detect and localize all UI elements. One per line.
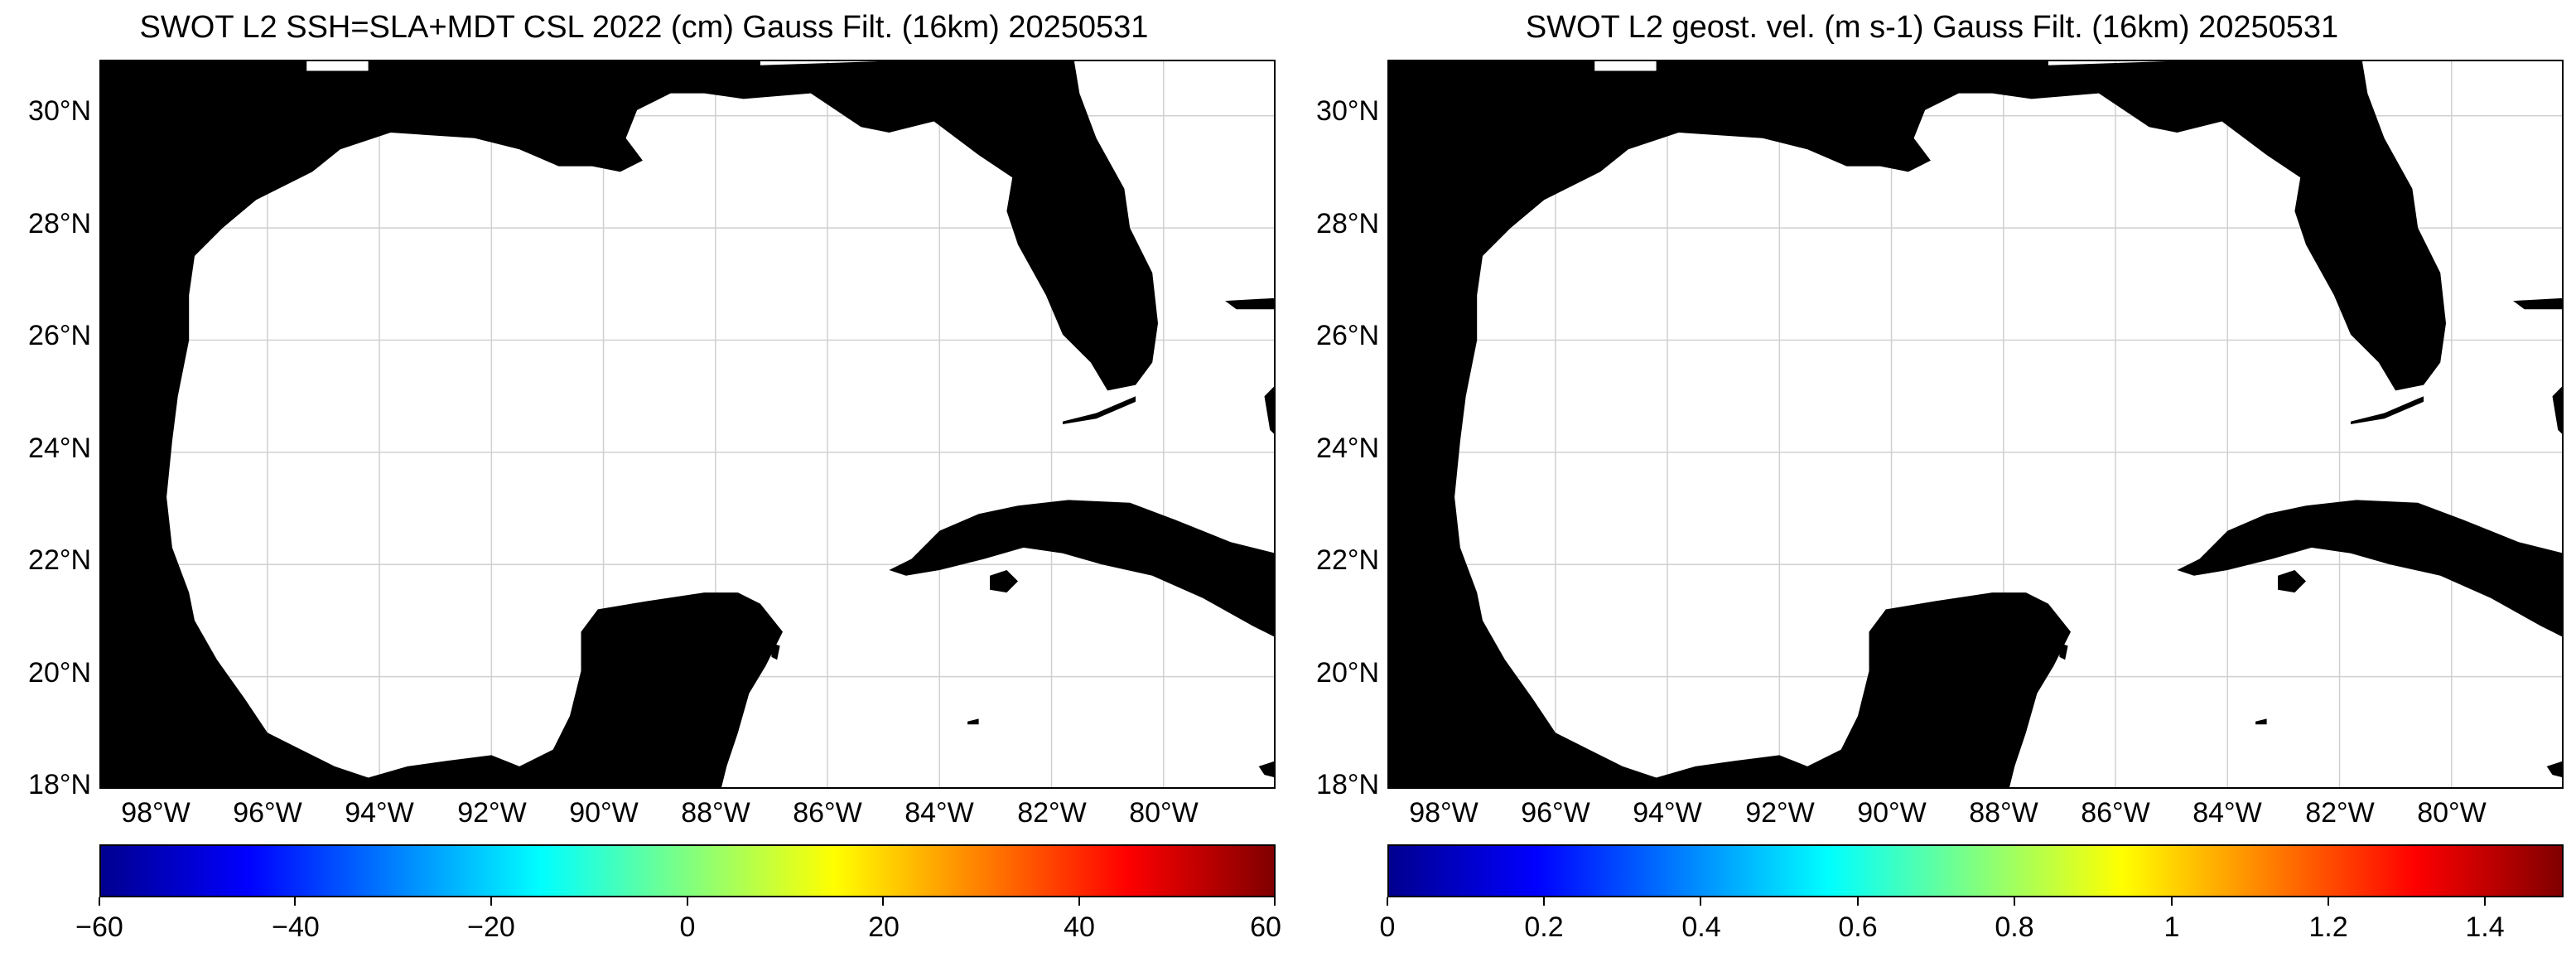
colorbar-tick-label: 0.2 — [1524, 911, 1564, 943]
colorbar-tick-label: −40 — [272, 911, 320, 943]
lat-label: 22°N — [1316, 544, 1379, 576]
cuba-land — [2177, 500, 2564, 638]
land-mask — [1387, 60, 2564, 789]
colorbar-tick-mark — [1078, 897, 1080, 906]
cuba-land — [889, 500, 1276, 638]
lon-label: 88°W — [681, 797, 750, 829]
colorbar-tick-mark — [99, 897, 100, 906]
lat-label: 24°N — [1316, 433, 1379, 464]
lon-label: 82°W — [2305, 797, 2375, 829]
lon-label: 80°W — [1129, 797, 1199, 829]
colorbar-tick-mark — [1543, 897, 1545, 906]
lat-label: 30°N — [28, 95, 91, 127]
colorbar-tick-mark — [882, 897, 884, 906]
lat-label: 28°N — [1316, 208, 1379, 239]
lat-label: 26°N — [1316, 320, 1379, 351]
bahamas-andros-land — [2552, 384, 2564, 436]
mainland-us-mexico-land — [1387, 60, 2446, 789]
lon-label: 94°W — [345, 797, 414, 829]
colorbar-tick-label: 1 — [2164, 911, 2180, 943]
lat-label: 26°N — [28, 320, 91, 351]
velocity-map — [1387, 60, 2564, 789]
florida-keys-land — [1063, 396, 1136, 424]
colorbar-tick-mark — [2328, 897, 2329, 906]
velocity-colorbar — [1387, 844, 2564, 897]
lon-label: 90°W — [1857, 797, 1927, 829]
florida-keys-land — [2351, 396, 2424, 424]
colorbar-tick-mark — [687, 897, 688, 906]
colorbar-tick-label: −20 — [467, 911, 515, 943]
colorbar-tick-label: 0.8 — [1995, 911, 2034, 943]
lat-label: 22°N — [28, 544, 91, 576]
ssh-map — [99, 60, 1276, 789]
lon-label: 84°W — [904, 797, 974, 829]
lon-label: 86°W — [2081, 797, 2150, 829]
velocity-panel-title: SWOT L2 geost. vel. (m s-1) Gauss Filt. … — [1525, 10, 2339, 45]
colorbar-tick-mark — [2014, 897, 2015, 906]
lon-label: 96°W — [1521, 797, 1590, 829]
lon-label: 86°W — [793, 797, 862, 829]
colorbar-tick-label: 0 — [1379, 911, 1396, 943]
lat-label: 24°N — [28, 433, 91, 464]
colorbar-tick-mark — [1700, 897, 1701, 906]
colorbar-tick-mark — [2484, 897, 2486, 906]
jamaica-edge-land — [2546, 761, 2564, 778]
bahamas-andros-land — [1264, 384, 1276, 436]
lat-label: 28°N — [28, 208, 91, 239]
swan-islands-land — [967, 718, 979, 725]
cozumel-land — [2059, 643, 2068, 660]
lon-label: 92°W — [457, 797, 527, 829]
velocity-panel: SWOT L2 geost. vel. (m s-1) Gauss Filt. … — [1288, 0, 2576, 962]
lat-label: 18°N — [1316, 769, 1379, 800]
colorbar-tick-label: 1.4 — [2465, 911, 2505, 943]
colorbar-tick-label: 20 — [868, 911, 900, 943]
colorbar-tick-label: 0.4 — [1681, 911, 1721, 943]
colorbar-tick-mark — [294, 897, 296, 906]
map-frame — [1387, 60, 2564, 789]
lat-label: 30°N — [1316, 95, 1379, 127]
lon-label: 90°W — [569, 797, 639, 829]
ssh-panel-title: SWOT L2 SSH=SLA+MDT CSL 2022 (cm) Gauss … — [139, 10, 1149, 45]
isla-de-la-juventud-land — [990, 570, 1018, 593]
lat-label: 20°N — [1316, 657, 1379, 689]
map-frame — [99, 60, 1276, 789]
colorbar-tick-label: −60 — [75, 911, 123, 943]
colorbar-tick-mark — [1387, 897, 1388, 906]
swan-islands-land — [2255, 718, 2267, 725]
cozumel-land — [771, 643, 780, 660]
grand-bahama-land — [1225, 297, 1276, 310]
isla-de-la-juventud-land — [2278, 570, 2306, 593]
grand-bahama-land — [2513, 297, 2564, 310]
ssh-panel: SWOT L2 SSH=SLA+MDT CSL 2022 (cm) Gauss … — [28, 10, 1281, 943]
lon-label: 94°W — [1633, 797, 1702, 829]
colorbar-tick-label: 0 — [679, 911, 696, 943]
colorbar-tick-label: 0.6 — [1838, 911, 1878, 943]
lon-label: 96°W — [233, 797, 302, 829]
lon-label: 98°W — [1409, 797, 1479, 829]
lat-label: 18°N — [28, 769, 91, 800]
lon-label: 84°W — [2192, 797, 2262, 829]
lon-label: 92°W — [1745, 797, 1815, 829]
lon-label: 82°W — [1017, 797, 1087, 829]
colorbar-tick-label: 1.2 — [2308, 911, 2348, 943]
colorbar-tick-mark — [2171, 897, 2173, 906]
mainland-us-mexico-land — [99, 60, 1158, 789]
colorbar-tick-mark — [490, 897, 492, 906]
colorbar-tick-mark — [1274, 897, 1276, 906]
jamaica-edge-land — [1258, 761, 1276, 778]
colorbar-tick-mark — [1857, 897, 1859, 906]
lon-label: 80°W — [2417, 797, 2487, 829]
lon-label: 88°W — [1969, 797, 2038, 829]
colorbar-tick-label: 60 — [1250, 911, 1281, 943]
colorbar-tick-label: 40 — [1064, 911, 1095, 943]
ssh-colorbar — [99, 844, 1276, 897]
lon-label: 98°W — [121, 797, 191, 829]
land-mask — [99, 60, 1276, 789]
lat-label: 20°N — [28, 657, 91, 689]
